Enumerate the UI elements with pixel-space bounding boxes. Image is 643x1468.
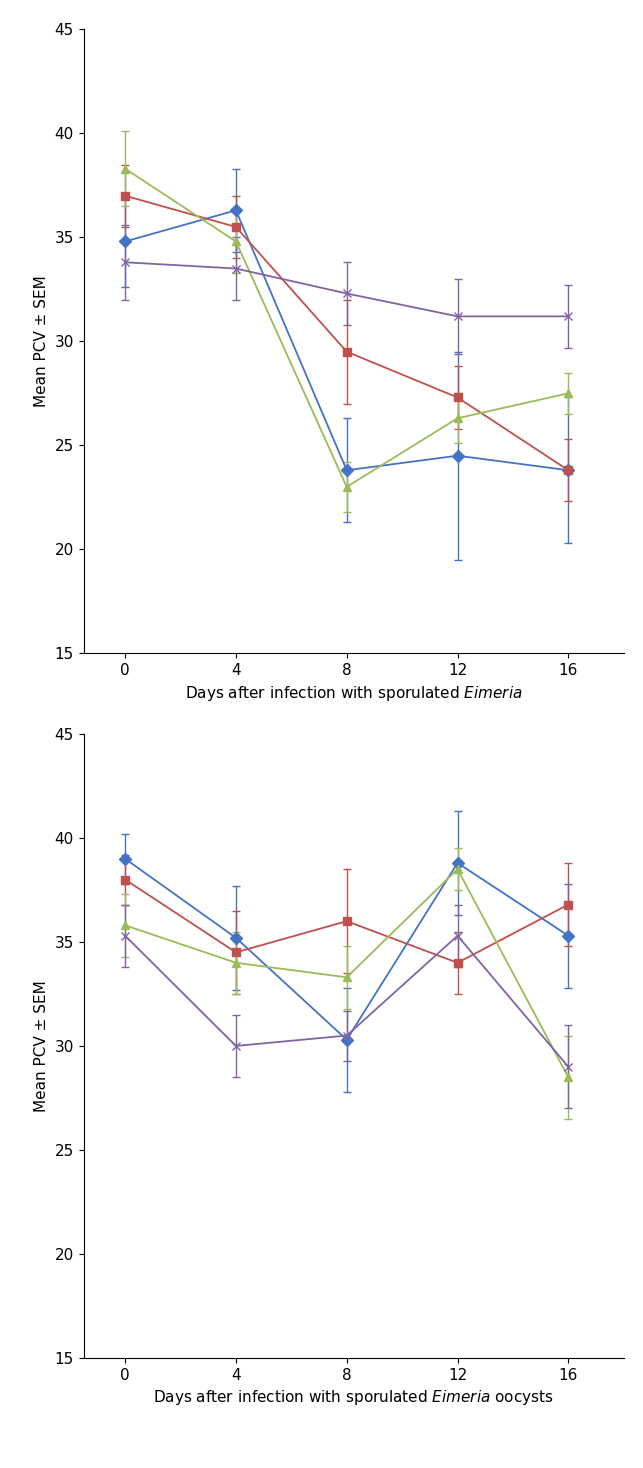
Y-axis label: Mean PCV ± SEM: Mean PCV ± SEM: [34, 981, 49, 1111]
X-axis label: Days after infection with sporulated $\mathit{Eimeria}$: Days after infection with sporulated $\m…: [185, 684, 523, 703]
Legend: Infected with 2500 $\mathit{Eimeria}$ oocysts, Infected with 5000 $\mathit{Eimer: Infected with 2500 $\mathit{Eimeria}$ oo…: [91, 797, 417, 890]
X-axis label: Days after infection with sporulated $\mathit{Eimeria}$ oocysts: Days after infection with sporulated $\m…: [153, 1389, 554, 1408]
Text: (a): (a): [343, 997, 364, 1011]
Y-axis label: Mean PCV ± SEM: Mean PCV ± SEM: [34, 276, 49, 407]
